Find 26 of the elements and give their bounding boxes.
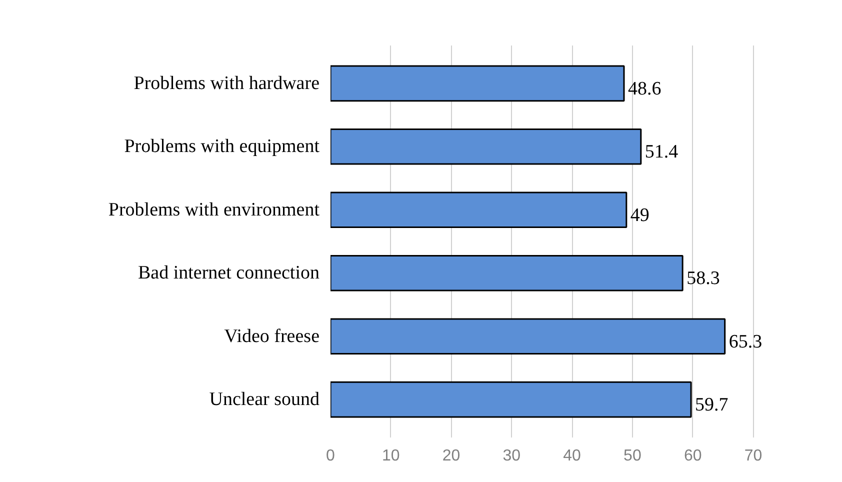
x-tick-label: 30 [502,448,521,464]
bar [330,254,684,292]
x-tick-label: 70 [744,448,762,464]
data-label: 65.3 [728,331,762,352]
data-label: 51.4 [644,142,679,163]
y-tick-label: Problems with hardware [134,72,320,94]
bar [330,65,625,102]
x-tick-label: 20 [442,448,460,464]
x-tick-label: 50 [624,448,642,464]
data-label: 58.3 [686,268,720,290]
x-tick-label: 0 [326,448,336,464]
data-label: 48.6 [628,78,662,100]
y-tick-label: Unclear sound [209,389,320,410]
y-tick-label: Video freese [224,326,320,347]
x-tick-label: 40 [563,448,582,464]
bar [330,381,692,418]
bar [330,128,642,165]
bar [330,192,628,228]
x-tick-label: 60 [684,448,702,464]
y-tick-label: Problems with environment [108,199,320,220]
data-label: 49 [630,204,650,226]
bar [330,318,726,354]
data-label: 59.7 [695,394,728,416]
y-tick-label: Bad internet connection [138,262,320,284]
y-tick-label: Problems with equipment [124,136,320,158]
x-tick-label: 10 [382,448,400,464]
